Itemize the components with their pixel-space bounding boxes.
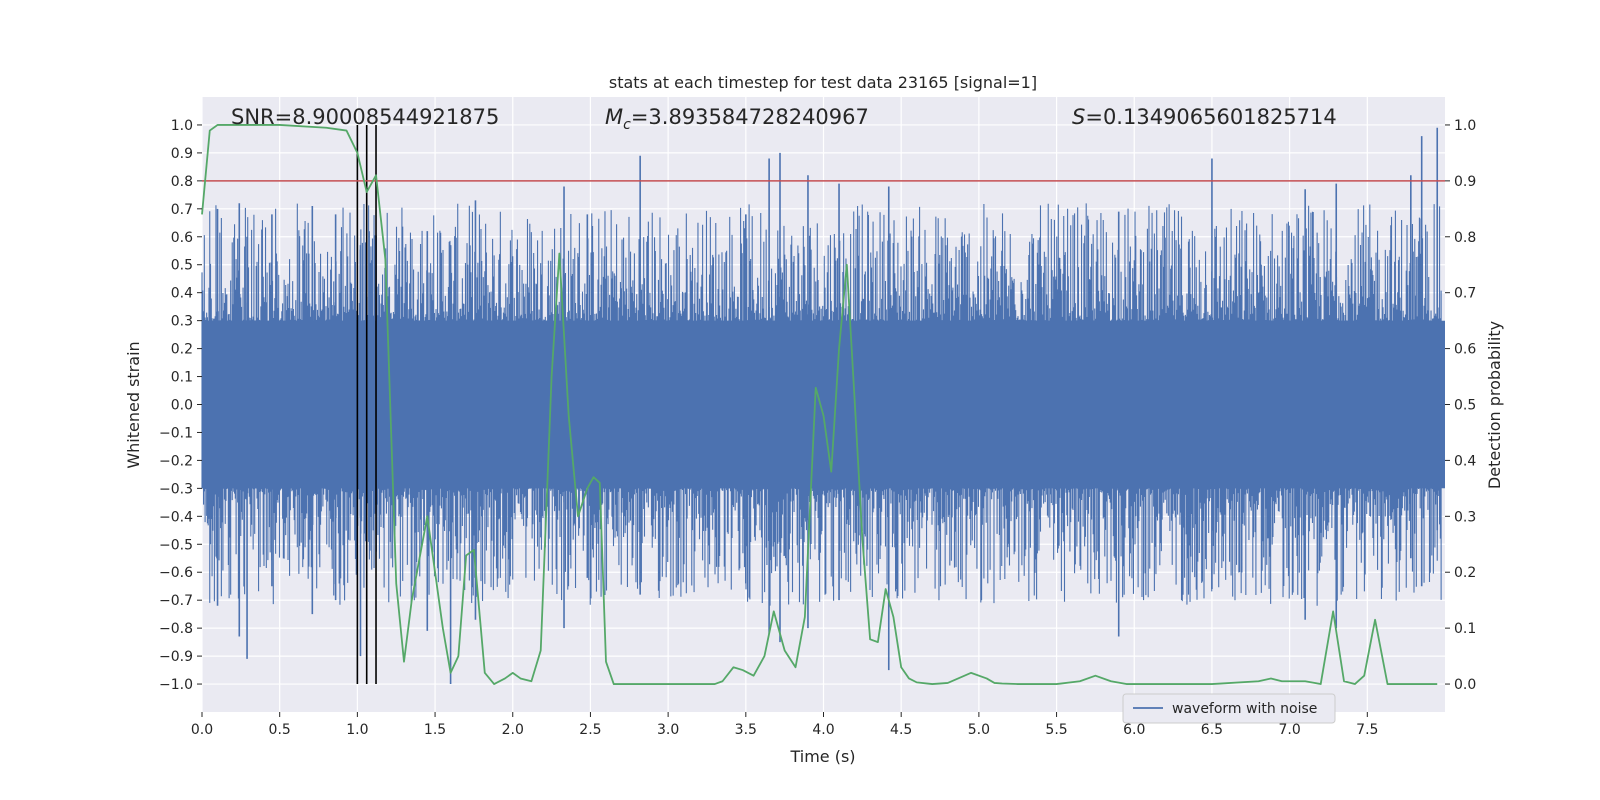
chirp-mass-symbol: M (605, 105, 623, 129)
chirp-mass-annotation: Mc=3.893584728240967 (605, 105, 869, 133)
waveform-noise (201, 203, 1442, 606)
x-tick-label: 7.0 (1278, 722, 1300, 738)
y2-tick-label: 0.3 (1454, 509, 1476, 525)
y2-tick-label: 0.8 (1454, 230, 1476, 246)
x-tick-label: 0.0 (191, 722, 213, 738)
x-tick-label: 1.0 (346, 722, 368, 738)
probability-line (201, 124, 1438, 685)
y-tick-label: −0.5 (159, 537, 193, 553)
y-tick-label: 0.1 (171, 370, 193, 386)
legend: waveform with noise (1122, 693, 1336, 724)
y2-tick-label: 0.1 (1454, 621, 1476, 637)
chirp-mass-value: =3.893584728240967 (631, 105, 869, 129)
y2-tick-label: 0.9 (1454, 174, 1476, 190)
y2-tick-label: 0.0 (1454, 677, 1476, 693)
s-symbol: S (1072, 105, 1085, 129)
y2-axis-label: Detection probability (1485, 321, 1504, 489)
x-tick-label: 3.5 (735, 722, 757, 738)
marker-lines (356, 124, 377, 685)
x-axis-ticks: 0.0 0.5 1.0 1.5 2.0 2.5 3.0 3.5 4.0 4.5 5.0 5.5 6.0 6… (191, 712, 1378, 738)
y-tick-label: 0.9 (171, 146, 193, 162)
y-tick-label: −0.1 (159, 425, 193, 441)
y-tick-label: 0.7 (171, 202, 193, 218)
x-tick-label: 0.5 (269, 722, 291, 738)
y2-tick-label: 0.7 (1454, 286, 1476, 302)
y-tick-label: −0.6 (159, 565, 193, 581)
y-tick-label: 0.8 (171, 174, 193, 190)
x-tick-label: 3.0 (657, 722, 679, 738)
y-tick-label: 0.5 (171, 258, 193, 274)
y2-tick-label: 0.2 (1454, 565, 1476, 581)
y-tick-label: 1.0 (171, 118, 193, 134)
snr-annotation: SNR=8.90008544921875 (231, 105, 499, 129)
legend-label: waveform with noise (1172, 701, 1317, 717)
legend-box (1122, 693, 1336, 724)
y-tick-label: 0.0 (171, 398, 193, 414)
s-value: =0.1349065601825714 (1085, 105, 1336, 129)
waveform-series (201, 127, 1445, 685)
y2-tick-label: 1.0 (1454, 118, 1476, 134)
x-tick-label: 4.5 (890, 722, 912, 738)
y-tick-label: 0.6 (171, 230, 193, 246)
y-tick-label: −0.7 (159, 593, 193, 609)
x-tick-label: 5.0 (968, 722, 990, 738)
y-tick-label: −0.4 (159, 509, 193, 525)
y-tick-label: −0.8 (159, 621, 193, 637)
y-tick-label: −1.0 (159, 677, 193, 693)
s-annotation: S=0.1349065601825714 (1072, 105, 1337, 129)
x-tick-label: 5.5 (1045, 722, 1067, 738)
y2-tick-label: 0.6 (1454, 342, 1476, 358)
y-axis-label: Whitened strain (124, 341, 143, 468)
x-tick-label: 4.0 (812, 722, 834, 738)
probability-series (201, 124, 1438, 685)
y-tick-label: −0.9 (159, 649, 193, 665)
y-tick-label: 0.2 (171, 342, 193, 358)
x-tick-label: 1.5 (424, 722, 446, 738)
x-tick-label: 6.5 (1201, 722, 1223, 738)
x-tick-label: 2.0 (502, 722, 524, 738)
y-tick-label: 0.3 (171, 314, 193, 330)
y-axis-ticks: 1.0 0.9 0.8 0.7 0.6 0.5 0.4 0.3 0.2 0.1 0.0 −0.1 −0.… (159, 118, 202, 693)
x-axis-label: Time (s) (789, 747, 855, 766)
y2-tick-label: 0.4 (1454, 453, 1476, 469)
x-tick-label: 6.0 (1123, 722, 1145, 738)
y-tick-label: 0.4 (171, 286, 193, 302)
chart-title: stats at each timestep for test data 231… (609, 73, 1037, 92)
x-tick-label: 7.5 (1356, 722, 1378, 738)
y2-axis-ticks: 1.0 0.9 0.8 0.7 0.6 0.5 0.4 0.3 0.2 0.1 0.0 (1445, 118, 1476, 693)
y-tick-label: −0.2 (159, 453, 193, 469)
x-tick-label: 2.5 (579, 722, 601, 738)
y-tick-label: −0.3 (159, 481, 193, 497)
y2-tick-label: 0.5 (1454, 398, 1476, 414)
chirp-mass-subscript: c (623, 117, 631, 133)
